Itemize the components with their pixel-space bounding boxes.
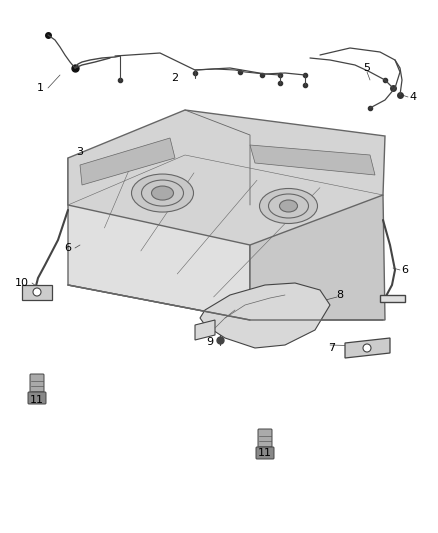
Ellipse shape [279, 200, 297, 212]
Text: 9: 9 [206, 337, 214, 347]
Polygon shape [380, 295, 405, 302]
Text: 1: 1 [36, 83, 43, 93]
Text: 11: 11 [30, 395, 44, 405]
Polygon shape [28, 288, 48, 295]
FancyBboxPatch shape [258, 429, 272, 451]
Ellipse shape [131, 174, 194, 212]
Text: 3: 3 [77, 147, 84, 157]
Polygon shape [22, 285, 52, 300]
Polygon shape [68, 158, 250, 320]
FancyBboxPatch shape [28, 392, 46, 404]
Ellipse shape [259, 189, 318, 223]
Text: 11: 11 [258, 448, 272, 458]
Text: 6: 6 [64, 243, 71, 253]
Polygon shape [68, 110, 385, 245]
Text: 4: 4 [410, 92, 417, 102]
FancyBboxPatch shape [30, 374, 44, 396]
Text: 6: 6 [402, 265, 409, 275]
FancyBboxPatch shape [256, 447, 274, 459]
Text: 8: 8 [336, 290, 343, 300]
Text: 7: 7 [328, 343, 336, 353]
Ellipse shape [152, 186, 173, 200]
Polygon shape [195, 320, 215, 340]
Polygon shape [250, 195, 385, 320]
Text: 5: 5 [364, 63, 371, 73]
Polygon shape [80, 138, 175, 185]
Polygon shape [200, 283, 330, 348]
Polygon shape [250, 145, 375, 175]
Text: 10: 10 [15, 278, 29, 288]
Polygon shape [345, 338, 390, 358]
Ellipse shape [33, 288, 41, 296]
Text: 2: 2 [171, 73, 179, 83]
Ellipse shape [363, 344, 371, 352]
